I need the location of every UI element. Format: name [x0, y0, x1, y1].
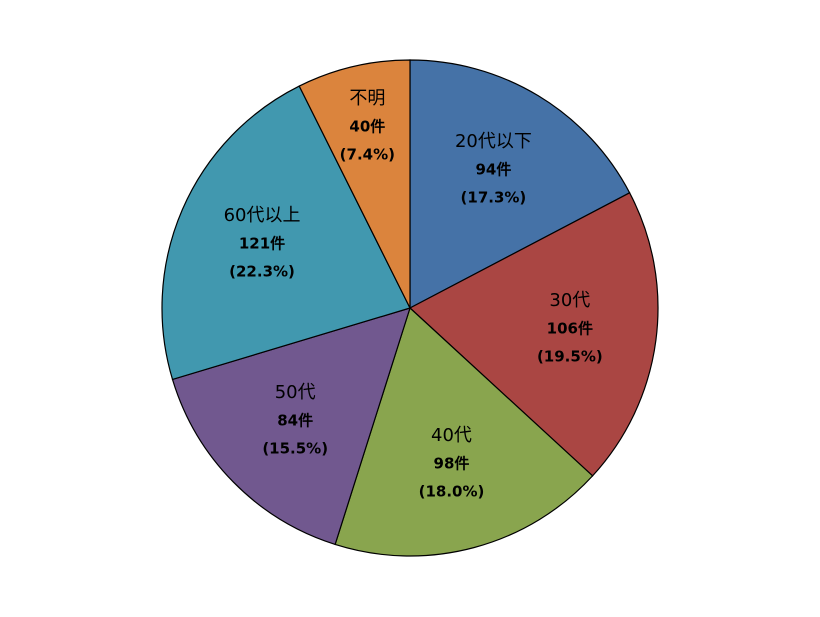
percentage-label: (15.5%) [262, 440, 328, 458]
value-label: 84件 [277, 412, 313, 430]
category-label: 40代 [431, 425, 472, 446]
pie-slice [298, 59, 411, 309]
pie-slice [171, 307, 411, 546]
pie-slice [161, 85, 411, 381]
percentage-label: (7.4%) [340, 145, 395, 163]
percentage-label: (19.5%) [537, 347, 603, 365]
category-label: 20代以下 [455, 131, 532, 152]
value-label: 94件 [475, 161, 511, 179]
value-label: 106件 [547, 319, 593, 337]
pie-slice [408, 191, 659, 477]
category-label: 不明 [349, 88, 385, 109]
category-label: 30代 [549, 290, 590, 311]
value-label: 121件 [239, 235, 285, 253]
percentage-label: (18.0%) [419, 482, 485, 500]
percentage-label: (22.3%) [229, 263, 295, 281]
value-label: 40件 [349, 117, 385, 135]
percentage-label: (17.3%) [461, 189, 527, 207]
category-label: 50代 [275, 382, 316, 403]
pie-slice [409, 59, 631, 309]
category-label: 60代以上 [224, 205, 301, 226]
value-label: 98件 [434, 454, 470, 472]
pie-slice [334, 306, 594, 557]
